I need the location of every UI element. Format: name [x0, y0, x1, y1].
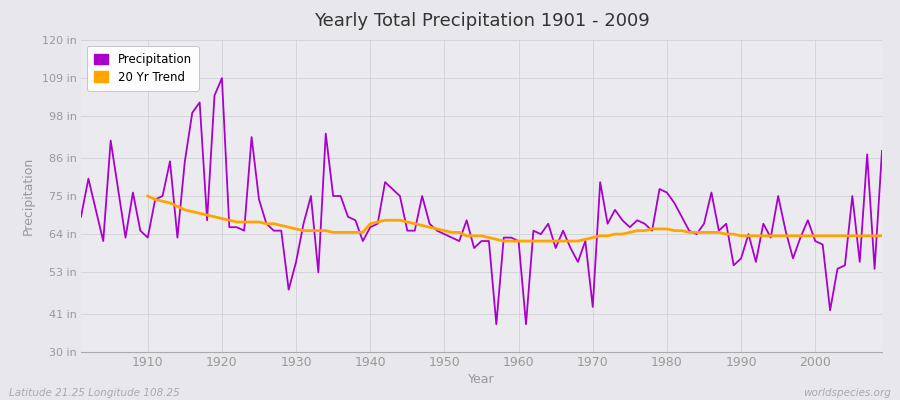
X-axis label: Year: Year	[468, 373, 495, 386]
Legend: Precipitation, 20 Yr Trend: Precipitation, 20 Yr Trend	[87, 46, 199, 91]
Y-axis label: Precipitation: Precipitation	[22, 157, 35, 235]
Text: worldspecies.org: worldspecies.org	[803, 388, 891, 398]
Title: Yearly Total Precipitation 1901 - 2009: Yearly Total Precipitation 1901 - 2009	[313, 12, 650, 30]
Text: Latitude 21.25 Longitude 108.25: Latitude 21.25 Longitude 108.25	[9, 388, 180, 398]
